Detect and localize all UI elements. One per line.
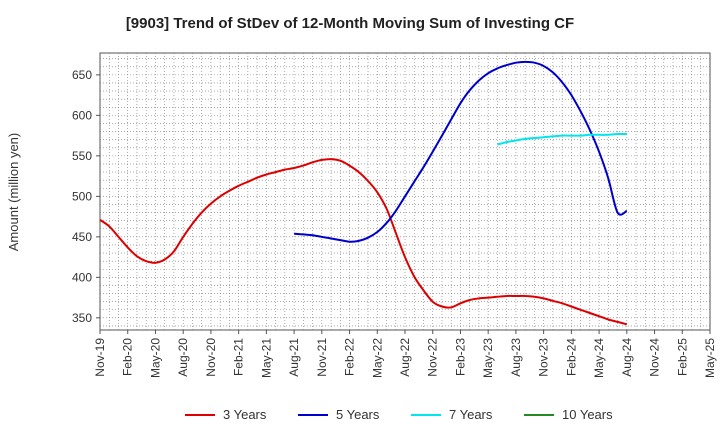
series-line-2 (293, 60, 628, 243)
y-tick-label: 650 (72, 68, 92, 82)
y-tick-label: 350 (72, 311, 92, 325)
x-tick-label: Feb-25 (675, 338, 689, 376)
legend-label-2: 5 Years (336, 407, 380, 422)
legend-label-1: 3 Years (223, 407, 267, 422)
x-tick-label: May-21 (259, 338, 273, 378)
x-tick-label: Feb-24 (564, 338, 578, 376)
legend: 3 Years 5 Years 7 Years 10 Years (185, 407, 613, 422)
x-tick-label: May-23 (481, 338, 495, 378)
x-tick-label: Aug-20 (176, 338, 190, 377)
y-axis-ticks: 350 400 450 500 550 600 650 (72, 68, 100, 325)
x-tick-label: Aug-21 (287, 338, 301, 377)
chart-title: [9903] Trend of StDev of 12-Month Moving… (126, 15, 574, 32)
x-tick-label: Nov-20 (204, 338, 218, 377)
y-tick-label: 500 (72, 189, 92, 203)
legend-label-4: 10 Years (562, 407, 613, 422)
x-tick-label: Nov-19 (93, 338, 107, 377)
x-tick-label: Aug-22 (398, 338, 412, 377)
legend-label-3: 7 Years (449, 407, 493, 422)
series-line-1 (99, 158, 628, 326)
x-axis-ticks: Nov-19 Feb-20 May-20 Aug-20 Nov-20 Feb-21 May-… (93, 330, 717, 378)
x-tick-label: Nov-24 (648, 338, 662, 377)
x-tick-label: Feb-20 (121, 338, 135, 376)
x-tick-label: May-22 (370, 338, 384, 378)
x-tick-label: Feb-23 (453, 338, 467, 376)
x-tick-label: Nov-21 (315, 338, 329, 377)
y-axis-label: Amount (million yen) (6, 133, 21, 252)
x-tick-label: May-25 (703, 338, 717, 378)
y-tick-label: 400 (72, 270, 92, 284)
series-lines (99, 60, 628, 326)
x-tick-label: Nov-22 (426, 338, 440, 377)
y-tick-label: 450 (72, 230, 92, 244)
x-tick-label: Aug-23 (509, 338, 523, 377)
x-tick-label: Nov-23 (537, 338, 551, 377)
x-tick-label: Aug-24 (620, 338, 634, 377)
x-tick-label: May-24 (592, 338, 606, 378)
x-tick-label: Feb-21 (232, 338, 246, 376)
gridlines (100, 53, 710, 330)
x-tick-label: Feb-22 (343, 338, 357, 376)
x-tick-label: May-20 (148, 338, 162, 378)
y-tick-label: 600 (72, 108, 92, 122)
y-tick-label: 550 (72, 149, 92, 163)
series-line-3 (497, 132, 627, 146)
